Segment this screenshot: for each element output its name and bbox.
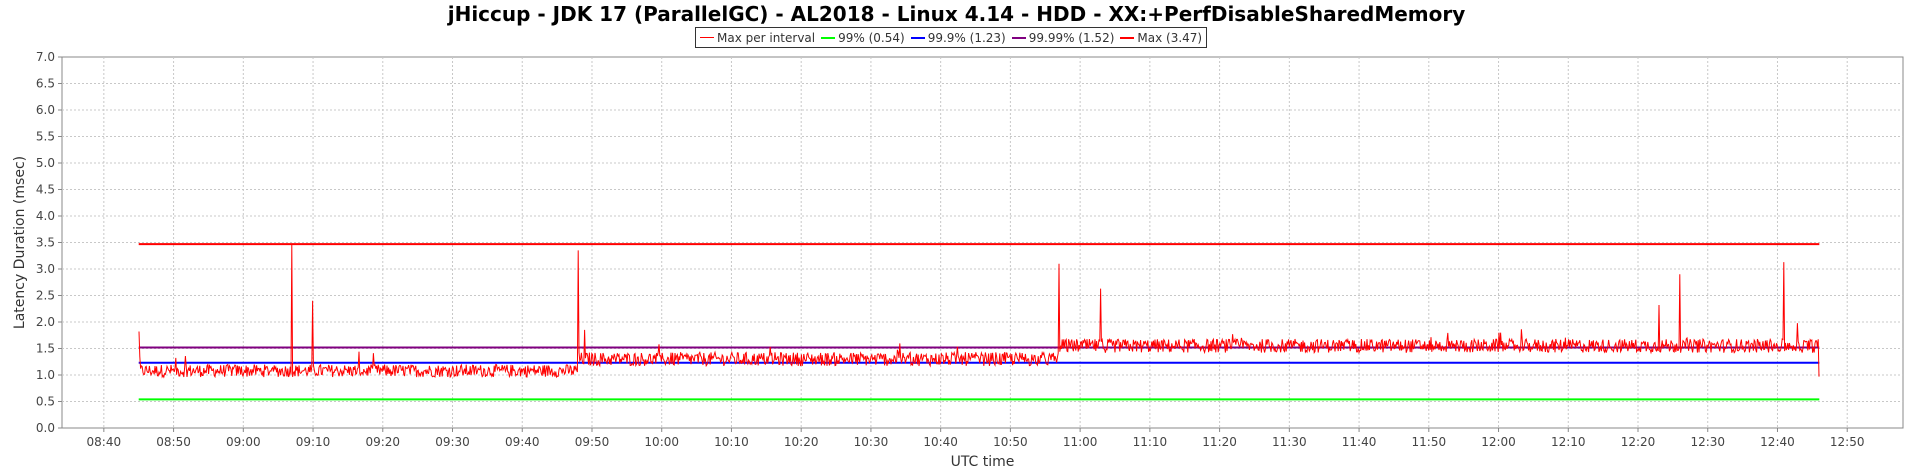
x-tick-label: 10:40	[923, 435, 958, 449]
legend-swatch	[1120, 36, 1135, 39]
x-tick-label: 11:50	[1412, 435, 1447, 449]
y-tick-label: 6.5	[36, 77, 55, 91]
x-tick-label: 10:00	[644, 435, 679, 449]
x-tick-label: 10:50	[993, 435, 1028, 449]
series-max-per-interval	[138, 244, 1820, 379]
y-tick-label: 4.5	[36, 183, 55, 197]
legend-label: Max (3.47)	[1137, 30, 1203, 45]
legend: Max per interval 99% (0.54) 99.9% (1.23)…	[695, 27, 1208, 48]
x-tick-label: 10:30	[854, 435, 889, 449]
legend-item: 99.99% (1.52)	[1011, 30, 1115, 45]
y-tick-label: 0.0	[36, 421, 55, 435]
x-tick-label: 09:20	[365, 435, 400, 449]
y-tick-label: 1.0	[36, 368, 55, 382]
legend-label: Max per interval	[717, 30, 816, 45]
legend-swatch	[1011, 36, 1026, 39]
x-tick-label: 09:10	[296, 435, 331, 449]
y-tick-label: 2.0	[36, 315, 55, 329]
legend-swatch	[910, 36, 925, 39]
x-tick-label: 09:40	[505, 435, 540, 449]
legend-label: 99.9% (1.23)	[927, 30, 1006, 45]
legend-label: 99% (0.54)	[838, 30, 905, 45]
x-tick-label: 12:10	[1551, 435, 1586, 449]
x-tick-label: 11:00	[1063, 435, 1098, 449]
x-tick-label: 10:20	[784, 435, 819, 449]
y-tick-label: 3.5	[36, 236, 55, 250]
x-tick-label: 12:00	[1481, 435, 1516, 449]
y-tick-label: 5.5	[36, 130, 55, 144]
legend-item: 99.9% (1.23)	[910, 30, 1006, 45]
legend-item: 99% (0.54)	[821, 31, 905, 45]
x-tick-label: 12:40	[1760, 435, 1795, 449]
y-tick-label: 3.0	[36, 262, 55, 276]
y-tick-label: 0.5	[36, 395, 55, 409]
legend-swatch	[821, 36, 836, 39]
legend-item: Max (3.47)	[1120, 31, 1202, 45]
x-tick-label: 11:20	[1202, 435, 1237, 449]
y-tick-label: 2.5	[36, 289, 55, 303]
legend-label: 99.99% (1.52)	[1028, 30, 1115, 45]
legend-item: Max per interval	[700, 31, 815, 45]
x-tick-label: 12:50	[1830, 435, 1865, 449]
x-tick-label: 12:20	[1621, 435, 1656, 449]
chart-title: jHiccup - JDK 17 (ParallelGC) - AL2018 -…	[447, 2, 1466, 26]
x-tick-label: 11:40	[1342, 435, 1377, 449]
x-tick-label: 11:30	[1272, 435, 1307, 449]
legend-swatch	[700, 37, 714, 38]
x-tick-label: 11:10	[1133, 435, 1168, 449]
y-tick-label: 5.0	[36, 156, 55, 170]
x-tick-label: 09:30	[435, 435, 470, 449]
y-axis-label: Latency Duration (msec)	[12, 156, 28, 329]
y-tick-label: 7.0	[36, 50, 55, 64]
x-tick-label: 10:10	[714, 435, 749, 449]
x-tick-label: 09:00	[226, 435, 261, 449]
y-tick-label: 4.0	[36, 209, 55, 223]
x-tick-label: 12:30	[1690, 435, 1725, 449]
y-tick-label: 1.5	[36, 342, 55, 356]
x-axis-label: UTC time	[951, 454, 1015, 470]
x-tick-label: 09:50	[575, 435, 610, 449]
x-tick-label: 08:40	[87, 435, 122, 449]
x-tick-label: 08:50	[156, 435, 191, 449]
y-tick-label: 6.0	[36, 103, 55, 117]
